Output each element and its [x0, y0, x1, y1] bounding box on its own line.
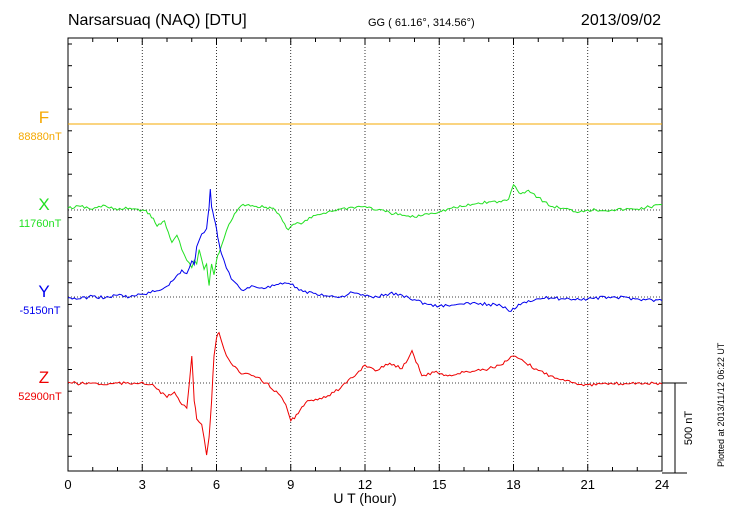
- xtick-label: 9: [287, 477, 294, 492]
- xtick-label: 0: [64, 477, 71, 492]
- label-Z: Z: [38, 368, 50, 387]
- baseline-X: 11760nT: [18, 218, 62, 230]
- x-axis-label: U T (hour): [333, 490, 396, 506]
- scale-bar-label: 500 nT: [683, 411, 695, 446]
- xtick-label: 3: [139, 477, 146, 492]
- label-F: F: [38, 108, 50, 127]
- geographic-coordinates: GG ( 61.16°, 314.56°): [368, 17, 475, 29]
- baseline-Y: -5150nT: [19, 305, 61, 317]
- xtick-label: 24: [655, 477, 669, 492]
- xtick-label: 6: [213, 477, 220, 492]
- series-X-line: [67, 183, 663, 286]
- xtick-label: 18: [506, 477, 520, 492]
- plot-date: 2013/09/02: [580, 12, 661, 29]
- baseline-F: 88880nT: [18, 131, 62, 143]
- xtick-label: 21: [581, 477, 595, 492]
- xtick-label: 15: [432, 477, 446, 492]
- baseline-Z: 52900nT: [18, 391, 62, 403]
- series-Y-line: [67, 188, 663, 312]
- series-Z-line: [67, 331, 663, 456]
- label-Y: Y: [38, 282, 50, 301]
- station-title: Narsarsuaq (NAQ) [DTU]: [68, 12, 247, 29]
- xtick-label: 12: [358, 477, 372, 492]
- label-X: X: [38, 195, 50, 214]
